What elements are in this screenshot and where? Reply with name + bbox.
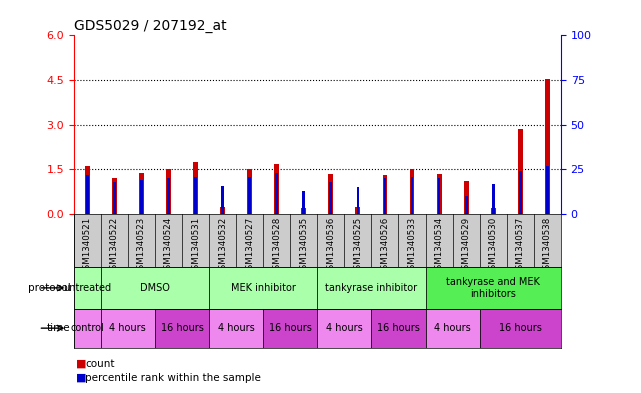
Bar	[86, 175, 88, 214]
Bar	[194, 176, 197, 214]
Bar	[329, 182, 332, 214]
Text: time: time	[47, 323, 71, 333]
Text: control: control	[71, 323, 104, 333]
Text: 4 hours: 4 hours	[110, 323, 146, 333]
Text: ■: ■	[76, 358, 86, 369]
Bar	[426, 309, 479, 348]
Bar	[166, 169, 171, 214]
Text: GSM1340536: GSM1340536	[326, 217, 335, 275]
Bar	[85, 166, 90, 214]
Bar	[491, 208, 495, 214]
Bar	[438, 178, 440, 214]
Bar	[519, 171, 522, 214]
Bar	[139, 173, 144, 214]
Bar	[276, 173, 278, 214]
Text: 4 hours: 4 hours	[326, 323, 363, 333]
Bar	[463, 182, 469, 214]
Text: 16 hours: 16 hours	[377, 323, 420, 333]
Bar	[545, 79, 550, 214]
Text: GSM1340525: GSM1340525	[353, 217, 362, 275]
Text: GSM1340522: GSM1340522	[110, 217, 119, 275]
Text: GSM1340533: GSM1340533	[408, 217, 417, 275]
Text: MEK inhibitor: MEK inhibitor	[231, 283, 296, 293]
Text: GSM1340532: GSM1340532	[218, 217, 227, 275]
Text: untreated: untreated	[63, 283, 112, 293]
Bar	[410, 169, 415, 214]
Text: protocol: protocol	[28, 283, 71, 293]
Text: GSM1340526: GSM1340526	[381, 217, 390, 275]
Bar	[301, 208, 306, 214]
Text: GSM1340524: GSM1340524	[164, 217, 173, 275]
Text: tankyrase and MEK
inhibitors: tankyrase and MEK inhibitors	[446, 277, 540, 299]
Bar	[437, 174, 442, 214]
Text: 16 hours: 16 hours	[160, 323, 203, 333]
Text: 16 hours: 16 hours	[499, 323, 542, 333]
Bar	[546, 166, 549, 214]
Bar	[426, 267, 561, 309]
Bar	[356, 207, 360, 214]
Bar	[371, 309, 426, 348]
Bar	[465, 196, 467, 214]
Bar	[101, 309, 155, 348]
Text: GSM1340523: GSM1340523	[137, 217, 146, 275]
Text: percentile rank within the sample: percentile rank within the sample	[85, 373, 261, 383]
Bar	[303, 191, 305, 214]
Text: 4 hours: 4 hours	[434, 323, 471, 333]
Text: GSM1340538: GSM1340538	[543, 217, 552, 275]
Bar	[112, 178, 117, 214]
Bar	[155, 309, 209, 348]
Text: GSM1340534: GSM1340534	[435, 217, 444, 275]
Bar	[101, 267, 209, 309]
Bar	[247, 169, 252, 214]
Text: GSM1340529: GSM1340529	[462, 217, 470, 275]
Bar	[220, 207, 225, 214]
Bar	[140, 180, 143, 214]
Bar	[479, 309, 561, 348]
Bar	[209, 267, 317, 309]
Text: count: count	[85, 358, 115, 369]
Bar	[193, 162, 198, 214]
Bar	[209, 309, 263, 348]
Bar	[263, 309, 317, 348]
Text: GSM1340531: GSM1340531	[191, 217, 200, 275]
Text: 4 hours: 4 hours	[218, 323, 254, 333]
Text: GSM1340528: GSM1340528	[272, 217, 281, 275]
Text: tankyrase inhibitor: tankyrase inhibitor	[326, 283, 417, 293]
Bar	[221, 185, 224, 214]
Bar	[167, 178, 170, 214]
Bar	[248, 176, 251, 214]
Text: GSM1340535: GSM1340535	[299, 217, 308, 275]
Text: GSM1340530: GSM1340530	[488, 217, 497, 275]
Text: GSM1340527: GSM1340527	[245, 217, 254, 275]
Text: GDS5029 / 207192_at: GDS5029 / 207192_at	[74, 19, 226, 33]
Bar	[518, 129, 522, 214]
Bar	[383, 175, 387, 214]
Bar	[74, 309, 101, 348]
Bar	[74, 267, 101, 309]
Bar	[411, 176, 413, 214]
Bar	[317, 267, 426, 309]
Bar	[383, 178, 387, 214]
Bar	[113, 182, 115, 214]
Text: ■: ■	[76, 373, 86, 383]
Text: GSM1340521: GSM1340521	[83, 217, 92, 275]
Bar	[274, 164, 279, 214]
Bar	[492, 184, 495, 214]
Bar	[356, 187, 359, 214]
Text: GSM1340537: GSM1340537	[516, 217, 525, 275]
Text: 16 hours: 16 hours	[269, 323, 312, 333]
Bar	[317, 309, 371, 348]
Text: DMSO: DMSO	[140, 283, 170, 293]
Bar	[328, 174, 333, 214]
